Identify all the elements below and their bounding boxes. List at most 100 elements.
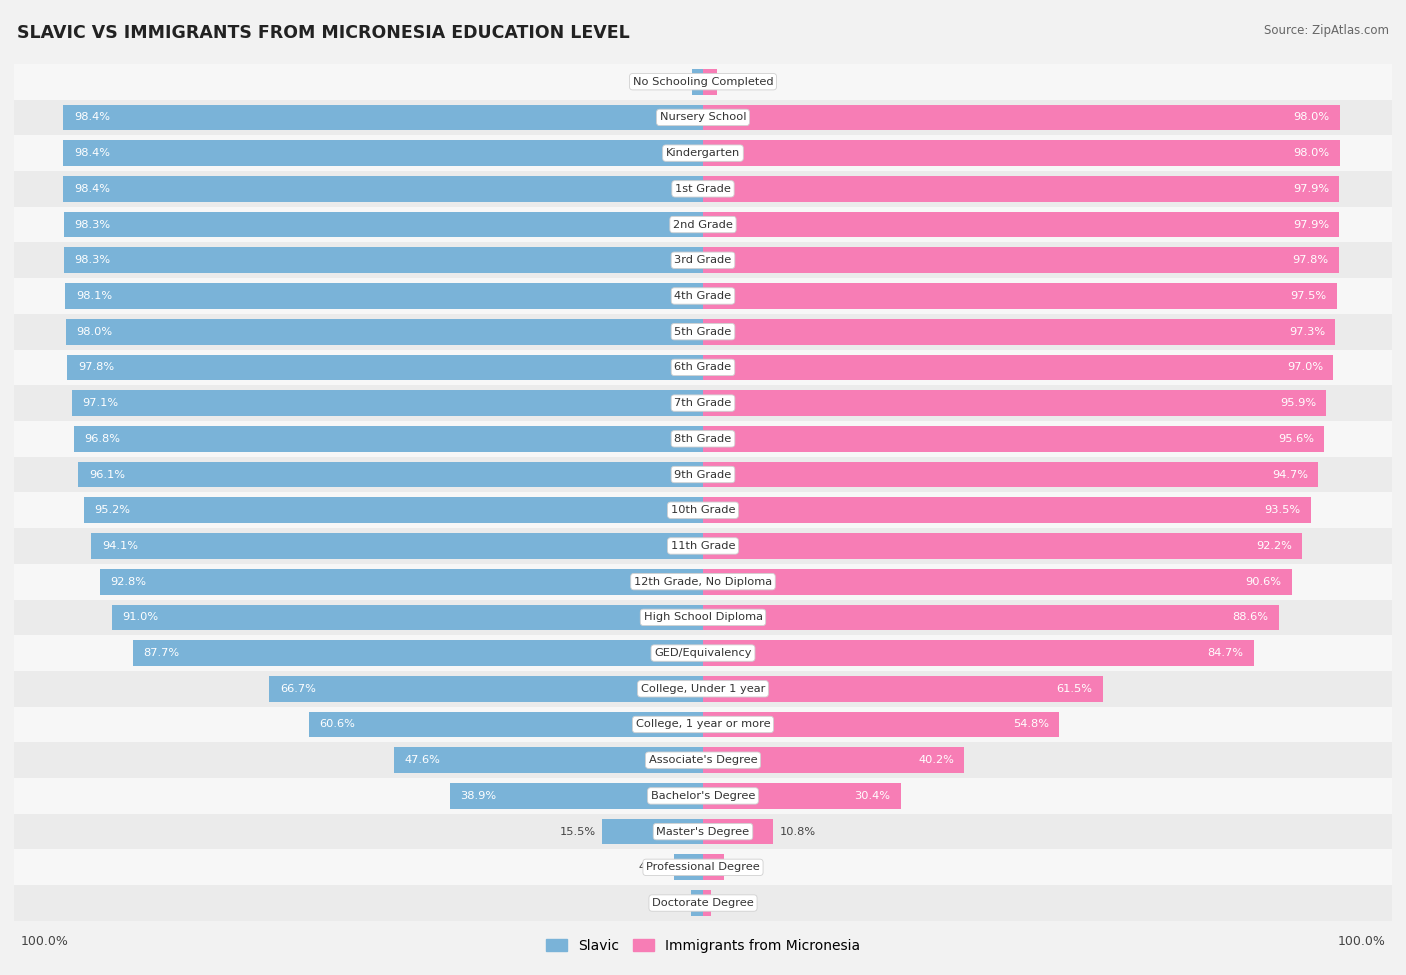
Bar: [14, 885, 1392, 921]
Bar: [14, 849, 1392, 885]
Text: 1st Grade: 1st Grade: [675, 184, 731, 194]
Text: 93.5%: 93.5%: [1264, 505, 1301, 515]
Bar: [14, 671, 1392, 707]
Bar: [703, 283, 1337, 309]
Text: 90.6%: 90.6%: [1246, 576, 1281, 587]
Bar: [75, 426, 703, 451]
Text: 1.7%: 1.7%: [657, 77, 686, 87]
Bar: [703, 497, 1310, 523]
Legend: Slavic, Immigrants from Micronesia: Slavic, Immigrants from Micronesia: [540, 933, 866, 958]
Bar: [450, 783, 703, 809]
Bar: [703, 140, 1340, 166]
Text: 98.3%: 98.3%: [75, 219, 111, 229]
Text: 15.5%: 15.5%: [560, 827, 596, 837]
Text: 2nd Grade: 2nd Grade: [673, 219, 733, 229]
Text: 97.9%: 97.9%: [1292, 184, 1329, 194]
Bar: [66, 283, 703, 309]
Text: 97.3%: 97.3%: [1289, 327, 1324, 336]
Text: 11th Grade: 11th Grade: [671, 541, 735, 551]
Text: 100.0%: 100.0%: [21, 935, 69, 948]
Bar: [91, 533, 703, 559]
Text: 95.6%: 95.6%: [1278, 434, 1315, 444]
Text: 92.8%: 92.8%: [110, 576, 146, 587]
Bar: [703, 355, 1333, 380]
Bar: [703, 604, 1279, 630]
Bar: [14, 136, 1392, 171]
Bar: [14, 456, 1392, 492]
Bar: [63, 140, 703, 166]
Text: Professional Degree: Professional Degree: [647, 862, 759, 873]
Text: 9th Grade: 9th Grade: [675, 470, 731, 480]
Bar: [703, 748, 965, 773]
Text: 60.6%: 60.6%: [319, 720, 356, 729]
Bar: [703, 712, 1059, 737]
Bar: [14, 421, 1392, 456]
Bar: [134, 641, 703, 666]
Bar: [703, 426, 1324, 451]
Text: 6th Grade: 6th Grade: [675, 363, 731, 372]
Bar: [14, 778, 1392, 814]
Bar: [703, 69, 717, 95]
Text: 3.2%: 3.2%: [730, 862, 759, 873]
Text: 94.7%: 94.7%: [1272, 470, 1308, 480]
Bar: [270, 676, 703, 702]
Text: 87.7%: 87.7%: [143, 648, 180, 658]
Text: 97.5%: 97.5%: [1291, 291, 1326, 301]
Text: 40.2%: 40.2%: [918, 756, 953, 765]
Text: 61.5%: 61.5%: [1056, 683, 1092, 694]
Text: 97.8%: 97.8%: [77, 363, 114, 372]
Bar: [84, 497, 703, 523]
Text: 98.0%: 98.0%: [76, 327, 112, 336]
Text: 4.5%: 4.5%: [638, 862, 668, 873]
Text: 98.4%: 98.4%: [75, 184, 110, 194]
Bar: [14, 636, 1392, 671]
Text: 47.6%: 47.6%: [404, 756, 440, 765]
Bar: [14, 385, 1392, 421]
Bar: [703, 104, 1340, 131]
Text: 98.4%: 98.4%: [75, 112, 110, 123]
Bar: [14, 171, 1392, 207]
Bar: [14, 564, 1392, 600]
Bar: [14, 278, 1392, 314]
Bar: [309, 712, 703, 737]
Text: 94.1%: 94.1%: [101, 541, 138, 551]
Bar: [14, 742, 1392, 778]
Text: Nursery School: Nursery School: [659, 112, 747, 123]
Text: Associate's Degree: Associate's Degree: [648, 756, 758, 765]
Bar: [703, 854, 724, 880]
Text: 30.4%: 30.4%: [855, 791, 890, 800]
Bar: [703, 176, 1340, 202]
Text: No Schooling Completed: No Schooling Completed: [633, 77, 773, 87]
Bar: [703, 783, 901, 809]
Bar: [67, 355, 703, 380]
Bar: [703, 248, 1339, 273]
Bar: [65, 248, 703, 273]
Text: 97.0%: 97.0%: [1286, 363, 1323, 372]
Bar: [703, 676, 1102, 702]
Text: 97.1%: 97.1%: [83, 398, 118, 409]
Text: 96.1%: 96.1%: [89, 470, 125, 480]
Bar: [602, 819, 703, 844]
Bar: [14, 528, 1392, 564]
Bar: [692, 69, 703, 95]
Text: 97.9%: 97.9%: [1292, 219, 1329, 229]
Text: SLAVIC VS IMMIGRANTS FROM MICRONESIA EDUCATION LEVEL: SLAVIC VS IMMIGRANTS FROM MICRONESIA EDU…: [17, 24, 630, 42]
Text: 10.8%: 10.8%: [780, 827, 815, 837]
Text: Kindergarten: Kindergarten: [666, 148, 740, 158]
Text: 12th Grade, No Diploma: 12th Grade, No Diploma: [634, 576, 772, 587]
Bar: [703, 319, 1336, 344]
Text: 98.1%: 98.1%: [76, 291, 112, 301]
Text: 66.7%: 66.7%: [280, 683, 316, 694]
Text: 100.0%: 100.0%: [1337, 935, 1385, 948]
Text: 98.0%: 98.0%: [1294, 148, 1330, 158]
Bar: [703, 390, 1326, 416]
Bar: [14, 99, 1392, 136]
Text: 88.6%: 88.6%: [1233, 612, 1268, 622]
Text: 7th Grade: 7th Grade: [675, 398, 731, 409]
Text: 84.7%: 84.7%: [1208, 648, 1243, 658]
Text: 2.1%: 2.1%: [723, 77, 752, 87]
Text: 54.8%: 54.8%: [1012, 720, 1049, 729]
Bar: [703, 212, 1340, 237]
Bar: [14, 63, 1392, 99]
Bar: [14, 314, 1392, 349]
